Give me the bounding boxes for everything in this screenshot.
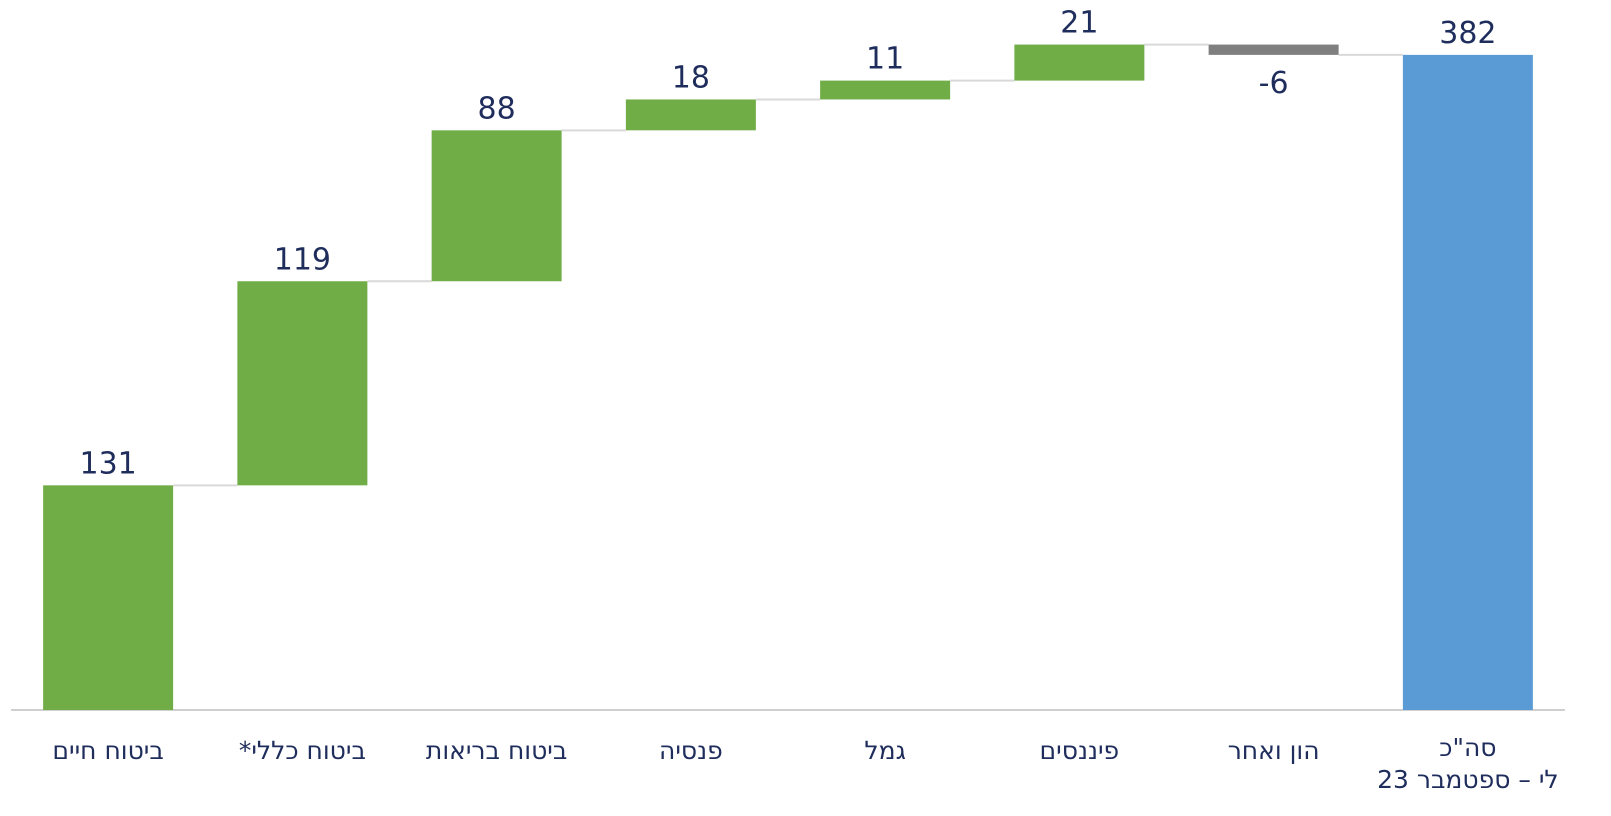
value-label: 131 xyxy=(79,446,136,481)
x-tick-label: לי – ספטמבר 23 xyxy=(1377,765,1559,794)
bar xyxy=(625,99,756,131)
value-label: 382 xyxy=(1439,16,1496,51)
bar xyxy=(1014,44,1145,81)
x-tick-label: פנסיה xyxy=(659,736,723,765)
bar xyxy=(431,130,562,282)
x-tick-label: גמל xyxy=(864,736,906,765)
value-label: 18 xyxy=(672,60,710,95)
x-tick-label: ביטוח בריאות xyxy=(426,736,567,765)
bar xyxy=(1208,44,1339,55)
bar xyxy=(43,485,174,710)
x-tick-label: סה"כ xyxy=(1439,733,1496,762)
value-label: 88 xyxy=(478,91,516,126)
x-tick-label: הון ואחר xyxy=(1228,736,1320,765)
x-tick-label: ביטוח כללי* xyxy=(239,736,366,765)
value-label: 21 xyxy=(1060,6,1098,41)
value-label: 11 xyxy=(866,42,904,77)
bar xyxy=(1402,54,1533,711)
value-label: -6 xyxy=(1259,66,1289,101)
x-tick-label: פיננסים xyxy=(1040,736,1120,765)
value-label: 119 xyxy=(274,242,331,277)
bar xyxy=(820,80,951,100)
x-tick-label: ביטוח חיים xyxy=(52,736,163,765)
bar xyxy=(237,281,368,486)
